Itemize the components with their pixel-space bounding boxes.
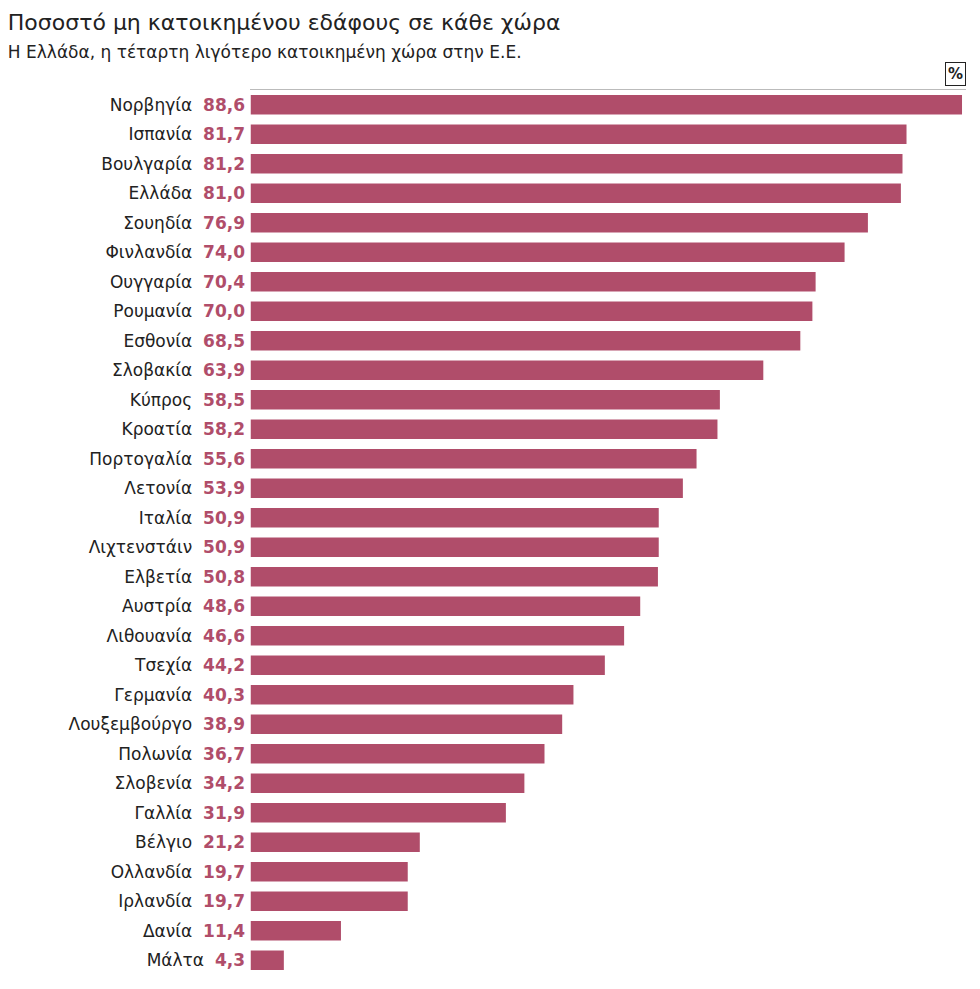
svg-text:Ρουμανία 70,0: Ρουμανία 70,0 xyxy=(113,301,245,321)
svg-text:Εσθονία 68,5: Εσθονία 68,5 xyxy=(123,331,245,351)
svg-text:Ιρλανδία 19,7: Ιρλανδία 19,7 xyxy=(118,891,245,911)
svg-text:Σουηδία 76,9: Σουηδία 76,9 xyxy=(123,213,245,233)
svg-text:Γαλλία 31,9: Γαλλία 31,9 xyxy=(134,803,245,823)
svg-text:Λιθουανία 46,6: Λιθουανία 46,6 xyxy=(107,626,245,646)
svg-text:Ελβετία 50,8: Ελβετία 50,8 xyxy=(124,567,245,587)
svg-text:Φινλανδία 74,0: Φινλανδία 74,0 xyxy=(105,242,245,262)
svg-text:Ισπανία 81,7: Ισπανία 81,7 xyxy=(129,124,245,144)
svg-text:Λουξεμβούργο 38,9: Λουξεμβούργο 38,9 xyxy=(69,714,245,734)
svg-text:Γερμανία 40,3: Γερμανία 40,3 xyxy=(114,685,245,705)
svg-text:Κύπρος 58,5: Κύπρος 58,5 xyxy=(130,390,245,410)
svg-text:Βέλγιο 21,2: Βέλγιο 21,2 xyxy=(135,832,245,852)
svg-text:Ουγγαρία 70,4: Ουγγαρία 70,4 xyxy=(110,272,245,292)
svg-text:%: % xyxy=(948,65,963,83)
svg-text:Τσεχία 44,2: Τσεχία 44,2 xyxy=(134,655,245,675)
svg-text:Πορτογαλία 55,6: Πορτογαλία 55,6 xyxy=(89,449,245,469)
svg-text:Σλοβακία 63,9: Σλοβακία 63,9 xyxy=(112,360,245,380)
svg-text:Ποσοστό μη κατοικημένου εδάφου: Ποσοστό μη κατοικημένου εδάφους σε κάθε … xyxy=(8,10,561,63)
svg-text:Λετονία 53,9: Λετονία 53,9 xyxy=(124,478,245,498)
svg-text:Ολλανδία 19,7: Ολλανδία 19,7 xyxy=(111,862,245,882)
svg-text:Βουλγαρία 81,2: Βουλγαρία 81,2 xyxy=(101,154,245,174)
svg-text:Ελλάδα 81,0: Ελλάδα 81,0 xyxy=(129,183,246,203)
svg-text:Πολωνία 36,7: Πολωνία 36,7 xyxy=(118,744,245,764)
svg-text:Σλοβενία 34,2: Σλοβενία 34,2 xyxy=(115,773,245,793)
svg-text:Αυστρία 48,6: Αυστρία 48,6 xyxy=(122,596,245,616)
svg-text:Κροατία 58,2: Κροατία 58,2 xyxy=(122,419,246,439)
svg-text:Ιταλία 50,9: Ιταλία 50,9 xyxy=(139,508,245,528)
svg-text:Νορβηγία 88,6: Νορβηγία 88,6 xyxy=(110,95,245,115)
svg-text:Δανία 11,4: Δανία 11,4 xyxy=(143,921,245,941)
svg-text:Λιχτενστάιν 50,9: Λιχτενστάιν 50,9 xyxy=(89,537,245,557)
svg-text:Μάλτα 4,3: Μάλτα 4,3 xyxy=(147,950,245,970)
